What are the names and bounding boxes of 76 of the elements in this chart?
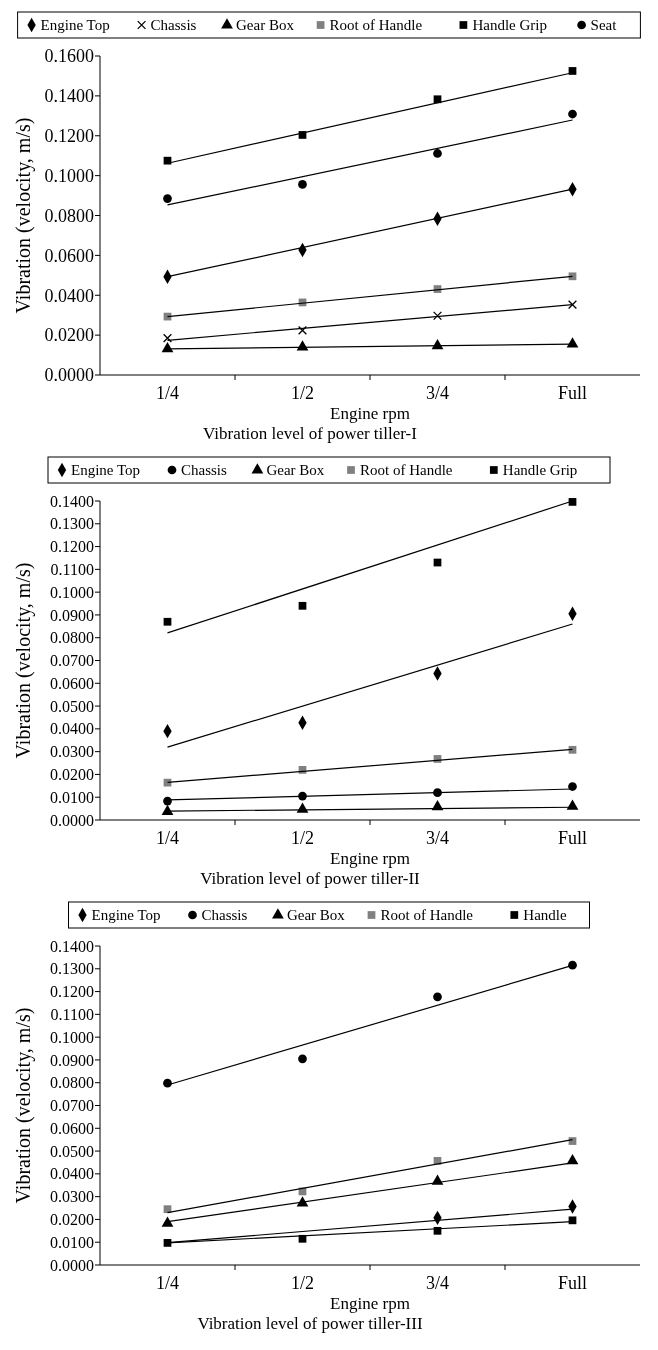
legend-label: Handle Grip xyxy=(502,462,578,478)
y-axis-title: Vibration (velocity, m/s) xyxy=(12,117,35,314)
y-tick-label: 0.1600 xyxy=(44,46,94,67)
x-tick-label: 1/4 xyxy=(155,1273,180,1293)
y-tick-label: 0.1400 xyxy=(50,937,94,955)
y-tick-label: 0.0000 xyxy=(50,811,94,829)
y-tick-label: 0.0200 xyxy=(50,766,94,784)
legend-label: Engine Top xyxy=(71,462,141,478)
y-tick-label: 0.1300 xyxy=(50,515,94,533)
y-tick-label: 0.0600 xyxy=(44,245,94,266)
y-axis-title: Vibration (velocity, m/s) xyxy=(12,1007,35,1204)
y-tick-label: 0.1300 xyxy=(50,960,94,978)
x-tick-label: 1/2 xyxy=(290,828,315,848)
y-tick-label: 0.0500 xyxy=(50,1142,94,1160)
legend-label: Chassis xyxy=(181,462,227,478)
y-tick-label: 0.1400 xyxy=(50,492,94,510)
x-tick-label: Full xyxy=(557,828,588,848)
y-tick-label: 0.1000 xyxy=(44,165,94,186)
legend-label: Seat xyxy=(590,17,618,33)
y-tick-label: 0.0600 xyxy=(50,674,94,692)
y-tick-label: 0.0000 xyxy=(44,365,94,386)
x-tick-label: 1/2 xyxy=(290,383,315,403)
y-tick-label: 0.0900 xyxy=(50,606,94,624)
y-tick-label: 0.0200 xyxy=(44,325,94,346)
x-tick-label: Full xyxy=(557,1273,588,1293)
y-tick-label: 0.0700 xyxy=(50,652,94,670)
y-tick-label: 0.0200 xyxy=(50,1211,94,1229)
y-tick-label: 0.0100 xyxy=(50,1233,94,1251)
y-axis-title: Vibration (velocity, m/s) xyxy=(12,562,35,759)
y-tick-label: 0.1200 xyxy=(50,983,94,1001)
legend-label: Root of Handle xyxy=(380,907,474,923)
y-tick-label: 0.0400 xyxy=(50,1165,94,1183)
y-tick-label: 0.0400 xyxy=(44,285,94,306)
legend-label: Handle xyxy=(523,907,567,923)
y-tick-label: 0.0100 xyxy=(50,788,94,806)
legend-label: Chassis xyxy=(150,17,197,33)
y-tick-label: 0.0800 xyxy=(50,629,94,647)
text: Vibration level of power tiller-III xyxy=(197,1314,423,1333)
x-axis-title: Engine rpm xyxy=(330,849,410,868)
y-tick-label: 0.1000 xyxy=(50,583,94,601)
y-tick-label: 0.0500 xyxy=(50,697,94,715)
y-tick-label: 0.1200 xyxy=(50,538,94,556)
x-axis-title: Engine rpm xyxy=(330,404,410,423)
x-tick-label: 1/2 xyxy=(290,1273,315,1293)
x-tick-label: 3/4 xyxy=(425,1273,450,1293)
text: Vibration level of power tiller-II xyxy=(200,869,421,888)
x-tick-label: 3/4 xyxy=(425,828,450,848)
legend-label: Gear Box xyxy=(236,17,295,33)
x-tick-label: 3/4 xyxy=(425,383,450,403)
legend-label: Engine Top xyxy=(40,17,110,33)
y-tick-label: 0.0300 xyxy=(50,1188,94,1206)
x-tick-label: Full xyxy=(557,383,588,403)
y-tick-label: 0.1000 xyxy=(50,1028,94,1046)
y-tick-label: 0.0600 xyxy=(50,1119,94,1137)
legend-label: Root of Handle xyxy=(329,17,423,33)
legend-label: Gear Box xyxy=(286,907,346,923)
legend-label: Handle Grip xyxy=(472,17,547,33)
y-tick-label: 0.0400 xyxy=(50,720,94,738)
x-tick-label: 1/4 xyxy=(155,828,180,848)
y-tick-label: 0.0000 xyxy=(50,1256,94,1274)
y-tick-label: 0.1200 xyxy=(44,126,94,147)
y-tick-label: 0.1100 xyxy=(50,560,94,578)
legend-label: Gear Box xyxy=(266,462,325,478)
y-tick-label: 0.0300 xyxy=(50,743,94,761)
y-tick-label: 0.1400 xyxy=(44,86,94,107)
y-tick-label: 0.0800 xyxy=(44,205,94,226)
legend-label: Chassis xyxy=(201,907,248,923)
y-tick-label: 0.0900 xyxy=(50,1051,94,1069)
legend-label: Engine Top xyxy=(91,907,161,923)
text: Vibration level of power tiller-I xyxy=(203,424,418,443)
y-tick-label: 0.0700 xyxy=(50,1097,94,1115)
y-tick-label: 0.0800 xyxy=(50,1074,94,1092)
x-axis-title: Engine rpm xyxy=(330,1294,410,1313)
y-tick-label: 0.1100 xyxy=(50,1005,94,1023)
legend-label: Root of Handle xyxy=(360,462,453,478)
x-tick-label: 1/4 xyxy=(155,383,180,403)
